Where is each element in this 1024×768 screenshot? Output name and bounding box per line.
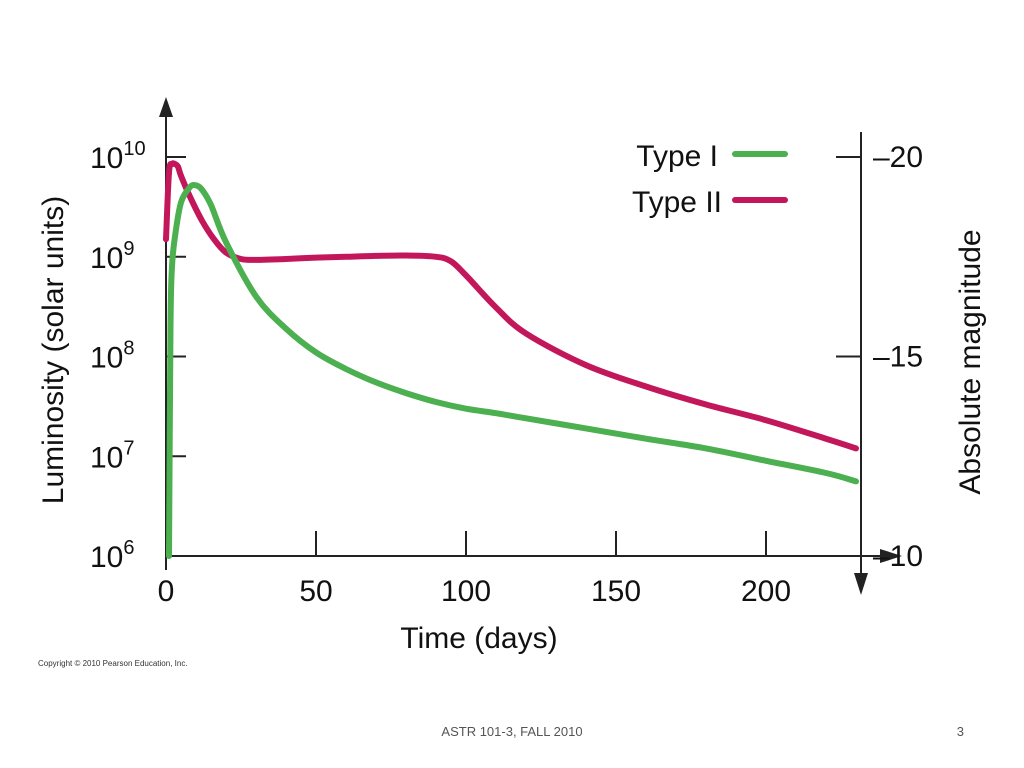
legend: Type I Type II	[632, 140, 788, 219]
x-tick-label: 200	[741, 575, 791, 608]
footer-course: ASTR 101-3, FALL 2010	[441, 724, 583, 739]
series-line-type-ii	[163, 160, 859, 452]
legend-label-type-ii: Type II	[632, 186, 722, 219]
y-axis-title: Luminosity (solar units)	[37, 196, 70, 504]
x-tick-label: 150	[591, 575, 641, 608]
series-line-type-i	[166, 181, 859, 559]
y2-tick-label: –15	[873, 341, 923, 374]
x-tick-label: 100	[441, 575, 491, 608]
copyright-note: Copyright © 2010 Pearson Education, Inc.	[38, 659, 188, 668]
page-number: 3	[956, 724, 964, 739]
y-tick-label: 1010	[90, 138, 146, 175]
y2-tick-label: –10	[873, 540, 923, 573]
y-tick-label: 107	[90, 437, 135, 474]
x-axis-arrow	[880, 549, 902, 563]
x-tick-label: 0	[158, 575, 175, 608]
y-tick-label: 108	[90, 338, 135, 375]
x-tick-label: 50	[299, 575, 332, 608]
left-y-axis-arrow	[159, 97, 173, 117]
y2-axis-title: Absolute magnitude	[954, 229, 987, 494]
legend-label-type-i: Type I	[636, 140, 718, 173]
y-tick-label: 106	[90, 537, 135, 574]
right-y-axis-arrow	[854, 573, 868, 595]
y-tick-label: 109	[90, 238, 135, 275]
y2-tick-label: –20	[873, 141, 923, 174]
x-axis-title: Time (days)	[400, 622, 557, 655]
